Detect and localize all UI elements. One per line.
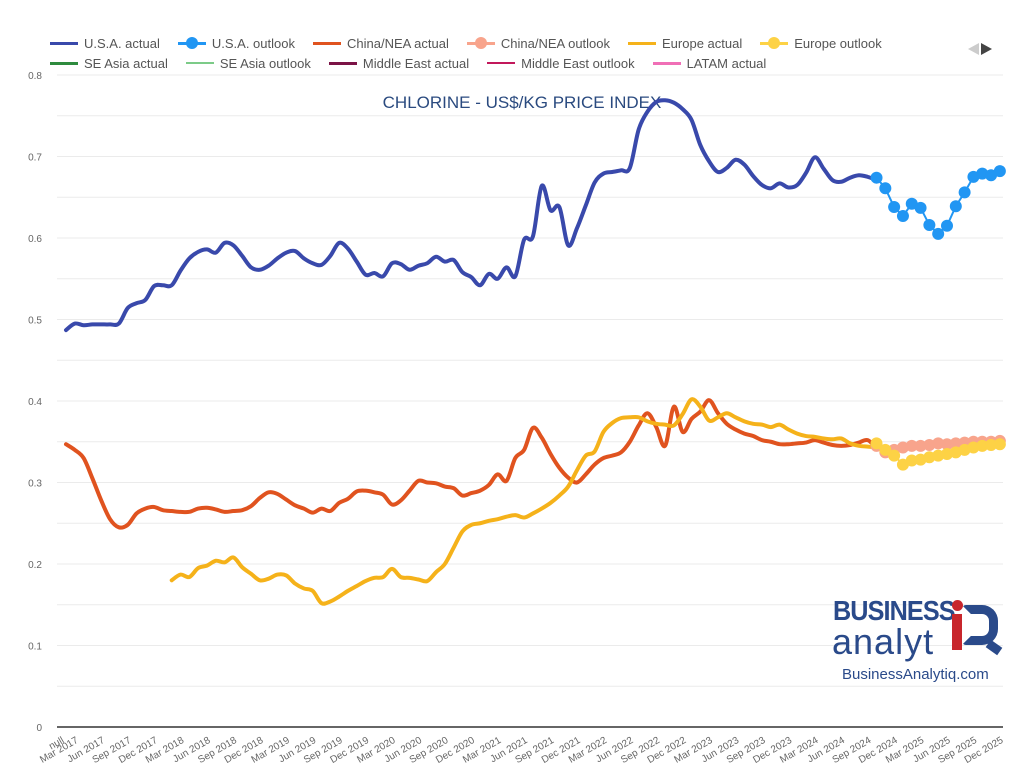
series-europe-actual	[169, 397, 879, 606]
y-tick-label: 0.3	[28, 479, 42, 490]
data-point[interactable]	[870, 171, 883, 184]
chart-legend: U.S.A. actual U.S.A. outlook China/NEA a…	[50, 33, 950, 73]
line-swatch-icon	[652, 57, 681, 69]
data-point[interactable]	[923, 218, 936, 231]
y-tick-label: 0.4	[28, 397, 42, 408]
series-china-nea-actual	[64, 398, 879, 530]
line-swatch-icon	[328, 57, 357, 69]
series-u-s-a-actual	[64, 98, 879, 333]
previous-page-arrow-icon[interactable]	[968, 43, 979, 55]
data-point[interactable]	[914, 439, 927, 452]
chart-title: CHLORINE - US$/KG PRICE INDEX	[383, 93, 662, 112]
data-point[interactable]	[941, 438, 953, 451]
legend-item-usa-outlook[interactable]: U.S.A. outlook	[177, 35, 295, 51]
legend-label: U.S.A. actual	[84, 35, 160, 51]
series-line[interactable]	[169, 397, 879, 606]
legend-item-mideast-actual[interactable]: Middle East actual	[328, 55, 470, 71]
legend-item-seasia-actual[interactable]: SE Asia actual	[50, 56, 168, 71]
y-tick-label: 0.8	[28, 71, 42, 82]
legend-label: SE Asia outlook	[219, 55, 311, 71]
data-point[interactable]	[870, 437, 883, 450]
legend-item-china-actual[interactable]: China/NEA actual	[312, 35, 449, 51]
dot-swatch-icon	[760, 37, 789, 49]
businessanalytiq-logo: BUSINESS analyt BusinessAnalytiq.com	[832, 588, 1012, 688]
line-swatch-icon	[628, 37, 657, 49]
data-point[interactable]	[985, 439, 998, 452]
line-swatch-icon	[50, 57, 78, 69]
logo-i-icon	[952, 600, 964, 650]
line-swatch-icon	[487, 57, 516, 69]
logo-word-analyt: analyt	[832, 621, 935, 662]
series-line[interactable]	[64, 398, 879, 530]
data-point[interactable]	[932, 437, 945, 450]
data-point[interactable]	[888, 449, 901, 462]
data-point[interactable]	[941, 219, 953, 232]
data-point[interactable]	[888, 201, 901, 214]
data-point[interactable]	[932, 227, 945, 240]
next-page-arrow-icon[interactable]	[981, 43, 992, 55]
y-tick-label: 0.2	[28, 560, 42, 571]
legend-row-2: SE Asia actual SE Asia outlook Middle Ea…	[50, 53, 950, 73]
gridlines	[57, 74, 1003, 687]
legend-item-europe-actual[interactable]: Europe actual	[628, 36, 742, 51]
legend-item-seasia-outlook[interactable]: SE Asia outlook	[185, 55, 311, 71]
data-point[interactable]	[949, 437, 962, 450]
legend-item-usa-actual[interactable]: U.S.A. actual	[50, 36, 160, 51]
legend-row-1: U.S.A. actual U.S.A. outlook China/NEA a…	[50, 33, 950, 53]
legend-pager	[968, 43, 992, 55]
data-point[interactable]	[905, 439, 918, 452]
data-point[interactable]	[993, 165, 1006, 178]
line-swatch-icon	[312, 37, 341, 49]
dot-swatch-icon	[466, 37, 495, 49]
logo-q-icon	[962, 605, 998, 645]
data-point[interactable]	[879, 182, 892, 195]
data-point[interactable]	[976, 439, 989, 452]
series-europe-outlook	[870, 437, 1006, 471]
legend-label: LATAM actual	[686, 55, 767, 71]
legend-label: Middle East outlook	[521, 55, 635, 71]
data-point[interactable]	[949, 200, 962, 213]
y-tick-label: 0.7	[28, 153, 42, 164]
data-point[interactable]	[896, 209, 909, 222]
data-point[interactable]	[993, 438, 1006, 451]
y-tick-label: 0.1	[28, 642, 42, 653]
legend-item-mideast-outlook[interactable]: Middle East outlook	[487, 55, 635, 71]
logo-url: BusinessAnalytiq.com	[842, 666, 989, 683]
series-group	[64, 98, 1006, 606]
y-axis-ticks: 0 0.1 0.2 0.3 0.4 0.5 0.6 0.7 0.8	[28, 71, 42, 734]
legend-label: SE Asia actual	[84, 55, 168, 71]
y-tick-label: 0.5	[28, 316, 42, 327]
legend-item-china-outlook[interactable]: China/NEA outlook	[466, 35, 611, 51]
legend-label: U.S.A. outlook	[211, 35, 295, 51]
y-tick-label: 0.6	[28, 234, 42, 245]
data-point[interactable]	[905, 454, 918, 467]
legend-item-europe-outlook[interactable]: Europe outlook	[760, 35, 882, 51]
line-swatch-icon	[185, 57, 214, 69]
data-point[interactable]	[879, 443, 892, 456]
legend-label: Middle East actual	[362, 55, 470, 71]
series-line[interactable]	[64, 98, 879, 333]
series-u-s-a-outlook	[870, 165, 1006, 240]
data-point[interactable]	[958, 186, 971, 199]
legend-label: China/NEA outlook	[500, 35, 611, 51]
y-tick-label: 0	[36, 723, 42, 734]
legend-label: Europe outlook	[794, 35, 882, 51]
logo-word-business: BUSINESS	[833, 595, 956, 626]
legend-label: China/NEA actual	[346, 35, 449, 51]
line-swatch-icon	[50, 37, 78, 49]
legend-item-latam-actual[interactable]: LATAM actual	[652, 55, 767, 71]
legend-label: Europe actual	[662, 35, 743, 51]
logo-q-tail-icon	[985, 639, 1003, 656]
dot-swatch-icon	[177, 37, 206, 49]
data-point[interactable]	[914, 201, 927, 214]
